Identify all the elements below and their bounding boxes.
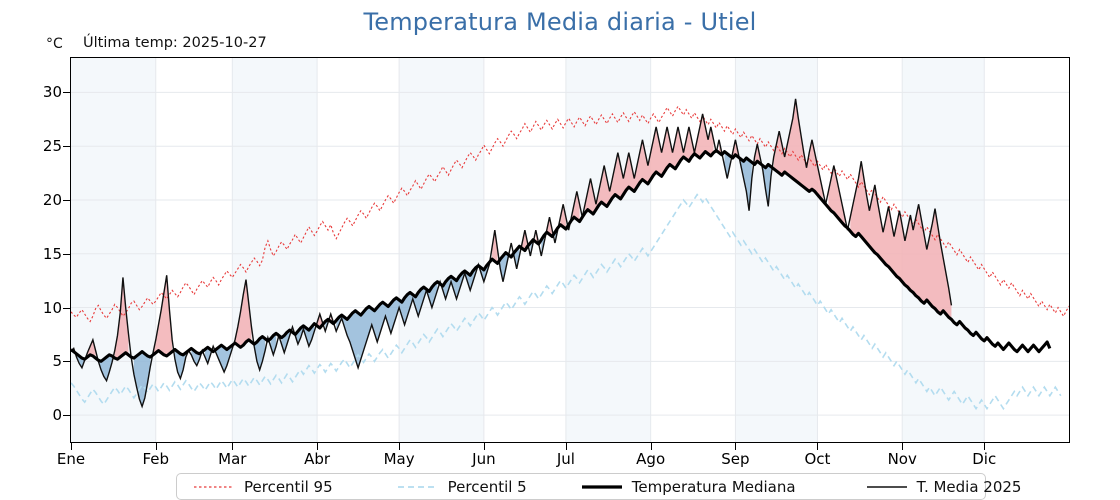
y-tick-label: 25 bbox=[42, 137, 62, 156]
x-tick-mark bbox=[399, 443, 401, 450]
x-tick-mark bbox=[902, 443, 904, 450]
legend-line-swatch bbox=[193, 480, 235, 494]
x-tick-label: Oct bbox=[804, 450, 831, 468]
legend-percentil-5[interactable]: Percentil 5 bbox=[397, 474, 527, 499]
x-tick-label: Ene bbox=[56, 450, 86, 468]
legend-t-media-2025[interactable]: T. Media 2025 bbox=[866, 474, 1022, 499]
y-tick-label: 20 bbox=[42, 190, 62, 209]
x-tick-mark bbox=[232, 443, 234, 450]
x-tick-label: Abr bbox=[304, 450, 331, 468]
legend-item-label: T. Media 2025 bbox=[916, 477, 1022, 496]
x-tick-label: May bbox=[383, 450, 415, 468]
legend-percentil-95[interactable]: Percentil 95 bbox=[193, 474, 333, 499]
legend-item-label: Percentil 5 bbox=[447, 477, 527, 496]
y-tick-label: 5 bbox=[52, 352, 62, 371]
x-tick-label: Sep bbox=[721, 450, 750, 468]
x-tick-label: Nov bbox=[887, 450, 917, 468]
x-tick-mark bbox=[735, 443, 737, 450]
month-bands bbox=[71, 58, 985, 442]
x-tick-mark bbox=[817, 443, 819, 450]
y-tick-label: 0 bbox=[52, 406, 62, 425]
x-tick-label: Feb bbox=[142, 450, 170, 468]
legend-line-swatch bbox=[866, 480, 908, 494]
x-tick-label: Jul bbox=[556, 450, 575, 468]
legend-item-label: Percentil 95 bbox=[244, 477, 333, 496]
y-tick-mark bbox=[63, 361, 70, 363]
fill-above-median bbox=[87, 98, 952, 360]
series-t-media-2025 bbox=[71, 98, 953, 409]
chart-legend: Percentil 95 Percentil 5 Temperatura Media… bbox=[176, 473, 1021, 500]
legend-item-label: Temperatura Mediana bbox=[631, 477, 796, 496]
y-tick-label: 30 bbox=[42, 83, 62, 102]
x-tick-label: Dic bbox=[972, 450, 997, 468]
plot-area bbox=[70, 57, 1070, 443]
y-tick-mark bbox=[63, 146, 70, 148]
series-temperatura-mediana bbox=[71, 148, 1052, 363]
x-tick-mark bbox=[483, 443, 485, 450]
x-tick-mark bbox=[317, 443, 319, 450]
y-axis-unit-label: °C bbox=[46, 36, 63, 52]
x-tick-mark bbox=[565, 443, 567, 450]
x-tick-mark bbox=[984, 443, 986, 450]
legend-temperatura-mediana[interactable]: Temperatura Mediana bbox=[581, 474, 796, 499]
x-tick-label: Jun bbox=[472, 450, 496, 468]
y-tick-mark bbox=[63, 415, 70, 417]
y-tick-mark bbox=[63, 253, 70, 255]
y-tick-mark bbox=[63, 199, 70, 201]
y-tick-label: 10 bbox=[42, 298, 62, 317]
legend-line-swatch bbox=[397, 480, 439, 494]
x-tick-label: Ago bbox=[636, 450, 666, 468]
series-percentil-5 bbox=[71, 193, 1062, 411]
chart-svg bbox=[71, 58, 1069, 442]
x-tick-mark bbox=[155, 443, 157, 450]
last-temp-subtitle: Última temp: 2025-10-27 bbox=[83, 35, 267, 51]
y-tick-label: 15 bbox=[42, 244, 62, 263]
y-tick-mark bbox=[63, 92, 70, 94]
legend-line-swatch bbox=[581, 480, 623, 494]
x-tick-mark bbox=[650, 443, 652, 450]
page-title: Temperatura Media diaria - Utiel bbox=[363, 8, 757, 36]
grid-lines bbox=[71, 58, 1069, 442]
y-tick-mark bbox=[63, 307, 70, 309]
x-tick-mark bbox=[71, 443, 72, 450]
x-tick-label: Mar bbox=[218, 450, 247, 468]
